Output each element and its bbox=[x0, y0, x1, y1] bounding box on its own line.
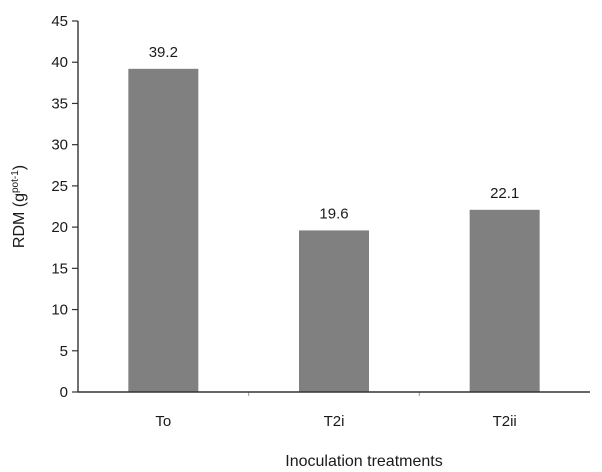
y-tick-label: 35 bbox=[51, 95, 68, 112]
x-tick-label-t2ii: T2ii bbox=[493, 413, 517, 430]
bar-t2i bbox=[299, 230, 369, 392]
y-axis-ticks: 0 5 10 15 20 25 30 35 40 45 bbox=[51, 13, 78, 401]
data-label-t2i: 19.6 bbox=[319, 205, 348, 222]
x-axis-tick-labels: To T2i T2ii bbox=[155, 413, 516, 430]
y-tick-label: 5 bbox=[60, 343, 68, 360]
y-tick-label: 15 bbox=[51, 260, 68, 277]
data-label-to: 39.2 bbox=[149, 44, 178, 61]
y-tick-label: 20 bbox=[51, 219, 68, 236]
x-tick-label-to: To bbox=[155, 413, 171, 430]
y-tick-label: 10 bbox=[51, 302, 68, 319]
bar-t2ii bbox=[469, 209, 540, 392]
x-tick-label-t2i: T2i bbox=[324, 413, 345, 430]
y-axis-title-close: ) bbox=[11, 165, 28, 170]
y-axis-title-superscript: pot-1 bbox=[10, 170, 21, 193]
data-label-t2ii: 22.1 bbox=[490, 185, 519, 202]
y-tick-label: 30 bbox=[51, 137, 68, 154]
y-tick-label: 40 bbox=[51, 54, 68, 71]
bar-to bbox=[128, 68, 199, 392]
y-tick-label: 25 bbox=[51, 178, 68, 195]
y-axis-title: RDM (gpot-1) bbox=[10, 165, 28, 248]
y-tick-label: 0 bbox=[60, 384, 68, 401]
y-tick-label: 45 bbox=[51, 13, 68, 30]
x-axis-title: Inoculation treatments bbox=[285, 453, 442, 470]
y-axis-title-main: RDM (g bbox=[11, 193, 28, 248]
bars bbox=[128, 68, 540, 392]
data-labels: 39.2 19.6 22.1 bbox=[149, 44, 520, 223]
